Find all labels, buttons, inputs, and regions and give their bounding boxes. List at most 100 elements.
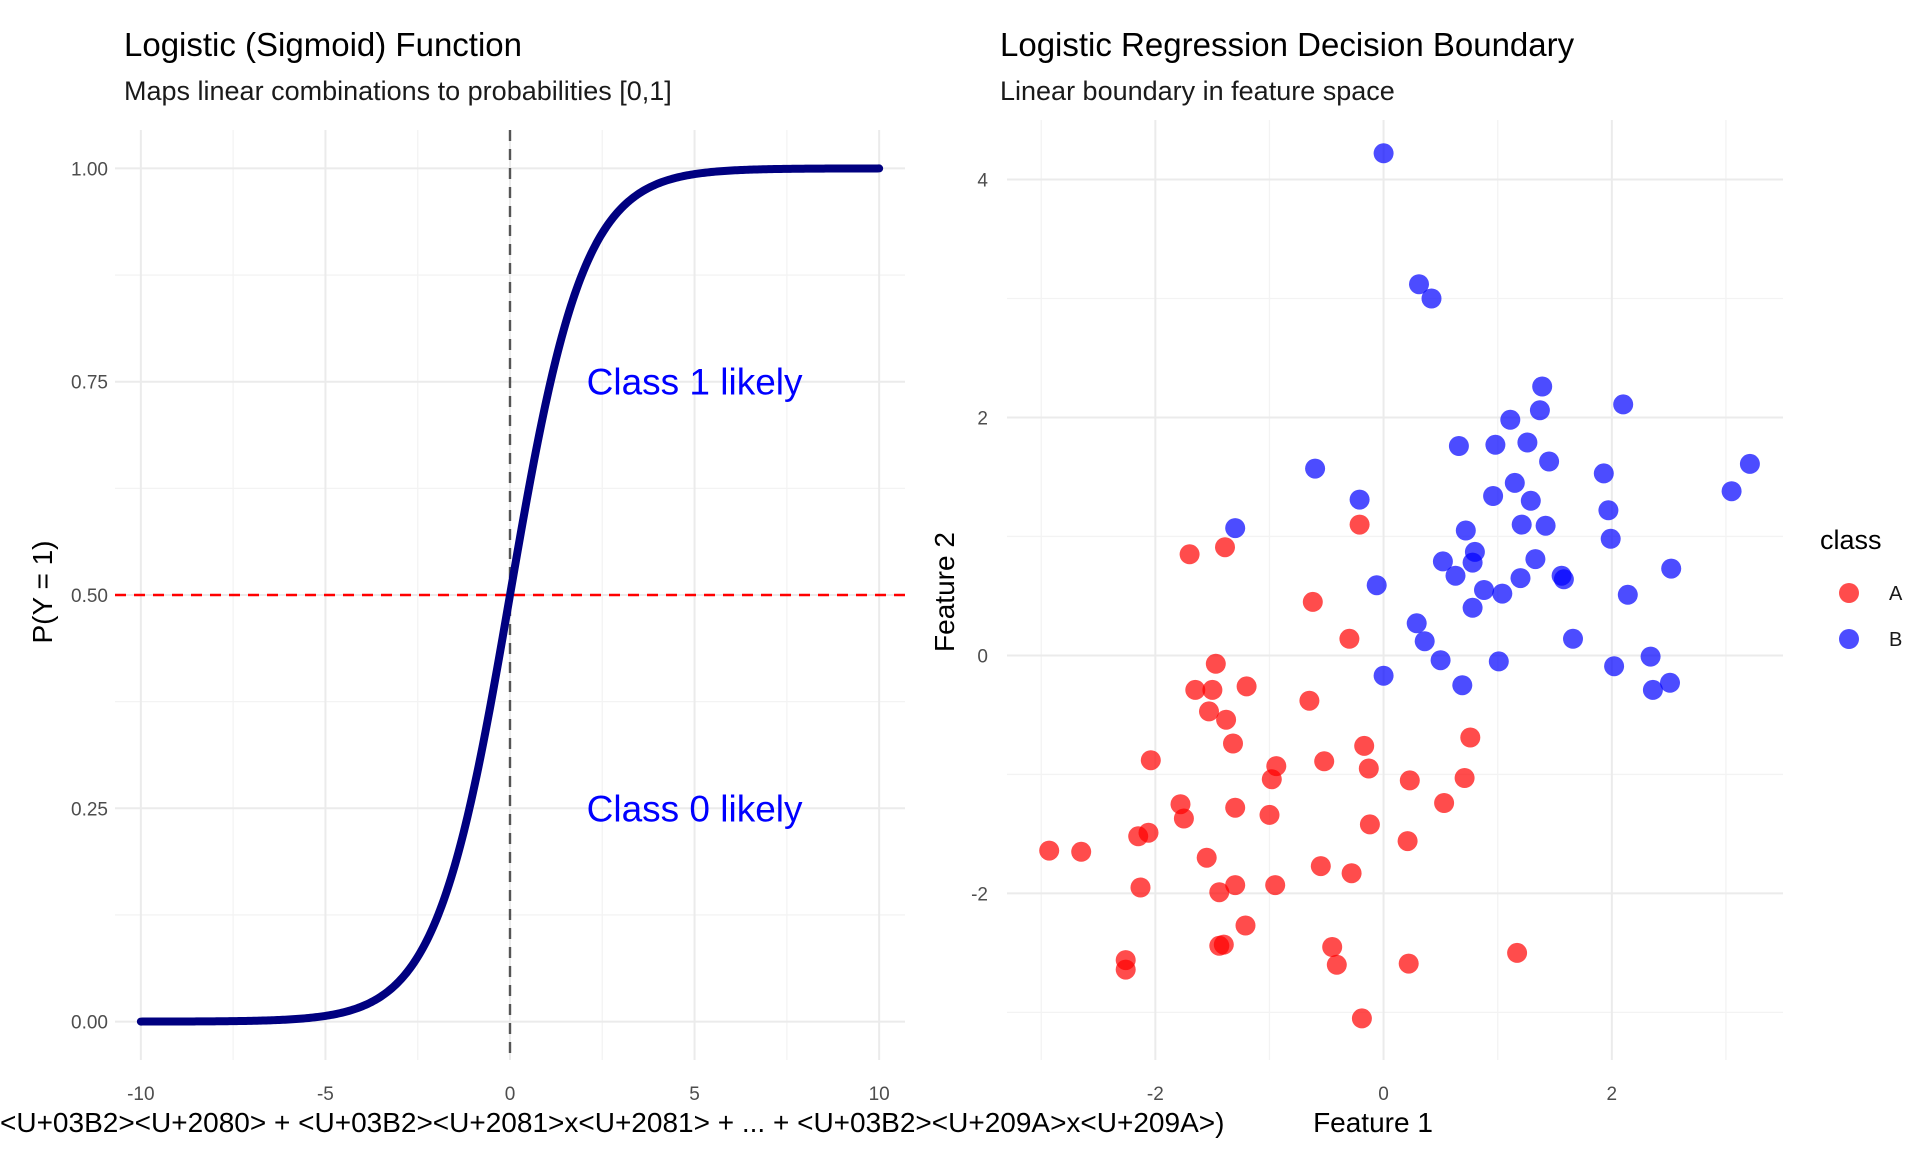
scatter-point-class-a	[1322, 937, 1343, 957]
scatter-point-class-b	[1532, 376, 1553, 397]
scatter-point-class-b	[1455, 520, 1476, 541]
class-0-annotation: Class 0 likely	[587, 788, 803, 829]
scatter-point-class-a	[1179, 544, 1200, 565]
scatter-point-class-b	[1225, 518, 1246, 539]
scatter-point-class-a	[1299, 690, 1320, 711]
scatter-points	[1039, 143, 1760, 1029]
scatter-point-class-b	[1535, 515, 1556, 536]
scatter-point-class-b	[1421, 288, 1442, 309]
scatter-point-class-b	[1483, 486, 1504, 506]
scatter-point-class-a	[1209, 882, 1230, 903]
scatter-point-class-b	[1511, 514, 1532, 535]
scatter-point-class-a	[1399, 770, 1420, 791]
scatter-point-class-b	[1613, 394, 1634, 415]
scatter-point-class-a	[1266, 756, 1287, 777]
scatter-point-class-b	[1721, 481, 1742, 502]
scatter-point-class-a	[1341, 863, 1362, 884]
class-1-annotation: Class 1 likely	[587, 362, 803, 403]
scatter-point-class-a	[1265, 875, 1286, 896]
scatter-point-class-b	[1366, 575, 1387, 596]
scatter-point-class-a	[1235, 915, 1256, 936]
y-tick-label: 0.75	[71, 373, 108, 394]
scatter-point-class-a	[1314, 751, 1335, 772]
scatter-point-class-a	[1199, 701, 1219, 722]
y-tick-label: 0.00	[71, 1013, 108, 1034]
sigmoid-curve	[136, 164, 884, 1026]
scatter-point-class-a	[1349, 514, 1370, 535]
sigmoid-x-axis-label: <U+03B2><U+2080> + <U+03B2><U+2081>x<U+2…	[0, 1107, 1224, 1138]
scatter-point-class-b	[1414, 631, 1435, 652]
scatter-panel: Logistic Regression Decision Boundary Li…	[929, 26, 1783, 1138]
scatter-point-class-b	[1539, 451, 1560, 472]
scatter-point-class-b	[1373, 143, 1394, 164]
scatter-point-class-b	[1452, 675, 1473, 696]
scatter-point-class-b	[1640, 646, 1661, 667]
scatter-point-class-a	[1358, 758, 1379, 779]
scatter-point-class-b	[1517, 432, 1538, 453]
scatter-point-class-a	[1130, 877, 1151, 898]
scatter-point-class-a	[1071, 841, 1092, 862]
scatter-point-class-a	[1434, 793, 1455, 813]
legend-label-b: B	[1889, 629, 1902, 651]
scatter-point-class-b	[1661, 558, 1682, 579]
x-tick-label: 0	[1378, 1084, 1389, 1105]
y-tick-label: 1.00	[71, 159, 108, 180]
y-tick-label: 0.50	[71, 586, 108, 607]
scatter-point-class-a	[1039, 840, 1060, 861]
sigmoid-x-ticks: -10 -5 0 5 10	[127, 1084, 890, 1105]
x-tick-label: -10	[127, 1084, 154, 1105]
scatter-point-class-a	[1339, 628, 1360, 649]
scatter-point-class-a	[1213, 934, 1234, 955]
scatter-point-class-b	[1600, 528, 1621, 549]
scatter-y-axis-label: Feature 2	[929, 532, 960, 652]
scatter-point-class-a	[1310, 856, 1331, 877]
x-tick-label: 2	[1607, 1084, 1618, 1105]
scatter-point-class-b	[1598, 500, 1619, 521]
scatter-point-class-a	[1397, 831, 1418, 852]
scatter-point-class-b	[1604, 656, 1625, 677]
scatter-point-class-a	[1225, 797, 1246, 818]
scatter-point-class-a	[1138, 822, 1159, 843]
y-tick-label: 0	[977, 646, 988, 667]
scatter-point-class-b	[1492, 583, 1513, 604]
legend-label-a: A	[1889, 583, 1903, 605]
scatter-point-class-b	[1464, 541, 1485, 562]
y-tick-label: 4	[977, 170, 988, 191]
legend-key-b	[1839, 629, 1859, 649]
scatter-point-class-b	[1529, 400, 1550, 421]
scatter-point-class-a	[1140, 750, 1161, 771]
sigmoid-panel: Logistic (Sigmoid) Function Maps linear …	[0, 26, 1224, 1138]
scatter-point-class-b	[1448, 436, 1469, 456]
scatter-point-class-a	[1351, 1008, 1372, 1029]
scatter-point-class-b	[1305, 458, 1326, 479]
scatter-point-class-b	[1504, 472, 1525, 493]
scatter-point-class-a	[1454, 768, 1475, 788]
scatter-subtitle: Linear boundary in feature space	[1000, 76, 1395, 106]
scatter-point-class-a	[1185, 679, 1206, 700]
scatter-point-class-b	[1739, 453, 1760, 474]
scatter-point-class-b	[1462, 597, 1483, 618]
scatter-x-axis-label: Feature 1	[1313, 1107, 1433, 1138]
scatter-point-class-b	[1488, 651, 1509, 672]
scatter-point-class-b	[1500, 409, 1521, 430]
scatter-point-class-a	[1398, 953, 1419, 974]
legend-entries: AB	[1839, 583, 1903, 651]
sigmoid-subtitle: Maps linear combinations to probabilitie…	[124, 76, 672, 106]
scatter-point-class-a	[1359, 814, 1380, 835]
scatter-point-class-b	[1525, 549, 1546, 570]
sigmoid-y-axis-label: P(Y = 1)	[27, 541, 58, 644]
scatter-point-class-b	[1373, 665, 1394, 686]
scatter-point-class-a	[1326, 954, 1347, 975]
scatter-point-class-b	[1563, 628, 1583, 649]
x-tick-label: 0	[505, 1084, 516, 1105]
scatter-point-class-a	[1236, 676, 1257, 697]
scatter-x-ticks: -2 0 2	[1147, 1084, 1617, 1105]
scatter-point-class-a	[1223, 733, 1243, 754]
scatter-title: Logistic Regression Decision Boundary	[1000, 26, 1575, 63]
sigmoid-title: Logistic (Sigmoid) Function	[124, 26, 522, 63]
scatter-point-class-b	[1510, 568, 1531, 589]
y-tick-label: 2	[977, 408, 988, 429]
scatter-point-class-b	[1485, 434, 1506, 455]
scatter-point-class-a	[1173, 808, 1194, 829]
